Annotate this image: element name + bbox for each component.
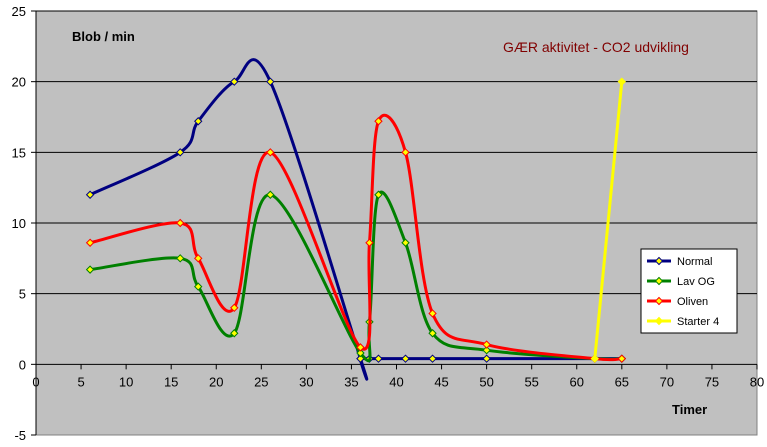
data-point: [266, 77, 275, 86]
y-tick-label: -5: [14, 428, 26, 443]
data-point: [482, 345, 491, 355]
data-point: [85, 238, 95, 247]
data-point: [374, 354, 383, 363]
data-point: [230, 329, 239, 338]
x-tick-label: 40: [389, 374, 403, 389]
y-tick-label: 20: [12, 75, 26, 90]
y-tick-label: 0: [19, 357, 26, 372]
legend-label: Lav OG: [677, 276, 715, 288]
series-starter-4: [590, 77, 627, 363]
data-point: [175, 254, 185, 263]
legend-marker: [654, 276, 664, 286]
legend-label: Normal: [677, 256, 712, 268]
data-point: [428, 309, 437, 318]
y-tick-label: 10: [12, 216, 26, 231]
data-point: [85, 265, 95, 274]
legend: Normal Lav OG Oliven Starter 4: [640, 248, 738, 334]
data-point: [401, 238, 410, 247]
data-point: [194, 117, 203, 126]
data-point: [356, 343, 365, 352]
legend-marker: [654, 316, 664, 326]
x-tick-label: 10: [119, 374, 133, 389]
y-tick-label: 15: [12, 145, 26, 160]
x-tick-label: 35: [344, 374, 358, 389]
x-axis-label: Timer: [672, 402, 707, 417]
data-point: [356, 348, 365, 358]
x-tick-label: 70: [660, 374, 674, 389]
legend-label: Oliven: [677, 296, 708, 308]
x-tick-label: 20: [209, 374, 223, 389]
data-point: [194, 282, 203, 291]
series-line: [89, 113, 622, 362]
data-point: [85, 190, 95, 199]
x-tick-label: 25: [254, 374, 268, 389]
data-point: [175, 218, 185, 228]
data-point: [365, 238, 374, 247]
x-tick-label: 75: [705, 374, 719, 389]
legend-marker: [654, 256, 664, 266]
data-point: [194, 254, 203, 263]
x-tick-label: 55: [524, 374, 538, 389]
data-point: [401, 148, 410, 157]
legend-label: Starter 4: [677, 316, 719, 328]
x-tick-label: 50: [479, 374, 493, 389]
data-point: [590, 354, 599, 363]
data-point: [230, 303, 239, 313]
data-point: [175, 148, 185, 157]
y-tick-label: 25: [12, 4, 26, 19]
data-point: [617, 77, 627, 86]
data-point: [266, 190, 275, 199]
x-tick-label: 30: [299, 374, 313, 389]
x-tick-label: 80: [750, 374, 764, 389]
chart-title: GÆR aktivitet - CO2 udvikling: [503, 39, 689, 55]
data-point: [482, 354, 491, 363]
data-point: [401, 354, 410, 363]
data-point: [617, 354, 627, 363]
data-point: [230, 77, 239, 86]
series: [85, 58, 627, 381]
data-point: [374, 190, 383, 199]
series-oliven: [85, 113, 627, 363]
legend-marker: [654, 296, 664, 306]
data-point: [428, 354, 437, 363]
x-tick-label: 45: [434, 374, 448, 389]
series-line: [593, 81, 624, 359]
y-axis-label: Blob / min: [72, 29, 135, 44]
x-tick-label: 60: [570, 374, 584, 389]
x-tick-label: 65: [615, 374, 629, 389]
data-point: [428, 329, 437, 338]
y-tick-label: 5: [19, 287, 26, 302]
x-tick-label: 5: [77, 374, 84, 389]
x-tick-label: 0: [32, 374, 39, 389]
data-point: [482, 340, 491, 349]
axes: -5 0 5 10 15 20 25 0 5 10 15 20 25 30 35 40 45 50 55 60 65 70…: [12, 4, 765, 443]
data-point: [266, 148, 275, 157]
data-point: [374, 117, 383, 126]
x-tick-label: 15: [164, 374, 178, 389]
